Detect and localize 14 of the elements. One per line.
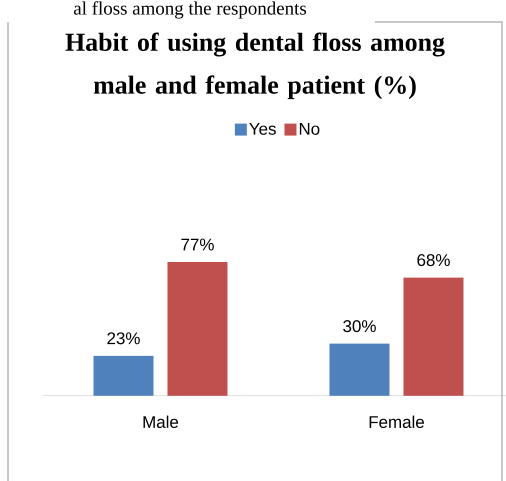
- data-label: 68%: [417, 254, 450, 266]
- chart-title: Habit of using dental floss among male and female patient (%): [65, 32, 445, 100]
- data-label: 23%: [107, 332, 140, 344]
- data-label: 30%: [343, 320, 376, 332]
- data-label: 77%: [181, 238, 214, 250]
- bar: [93, 356, 154, 396]
- bar: [403, 278, 464, 396]
- x-tick-label: Female: [370, 416, 424, 428]
- legend-label: No: [300, 123, 320, 135]
- legend-label: Yes: [249, 123, 276, 135]
- bar: [329, 344, 390, 396]
- text: al floss among the respondents: [74, 1, 306, 19]
- bar: [167, 262, 228, 396]
- x-tick-label: Male: [144, 416, 178, 428]
